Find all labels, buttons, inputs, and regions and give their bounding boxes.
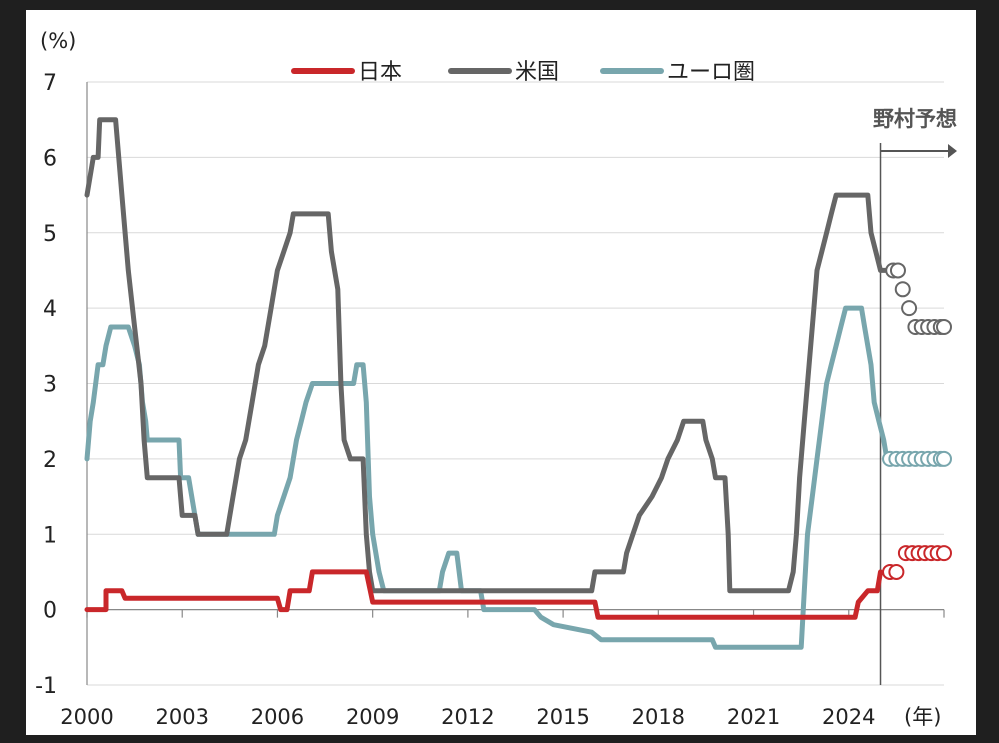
forecast-point [894,281,911,298]
y-tick-labels: -1 0 1 2 3 4 5 6 7 [35,71,57,699]
forecast-point [936,318,952,335]
y-tick-label: 4 [43,297,57,322]
y-tick-label: 5 [43,222,57,247]
forecast-point [889,262,906,279]
x-tick-label: 2003 [155,705,208,729]
legend: 日本 米国 ユーロ圏 [291,60,755,85]
y-tick-label: 3 [43,373,57,398]
y-tick-label: -1 [35,674,57,699]
legend-label: ユーロ圏 [667,60,755,85]
series-line [84,117,893,594]
x-tick-label: 2015 [536,705,589,729]
forecast-point [901,300,918,317]
y-tick-label: 7 [43,71,57,96]
x-tick-label: 2000 [60,705,113,729]
x-tick-labels: 2000 2003 2006 2009 2012 2015 2018 2021 2024 [60,705,875,729]
forecast-label: 野村予想 [873,107,957,131]
forecast-points [882,262,952,580]
y-tick-label: 0 [43,599,57,624]
forecast-point [936,545,952,562]
forecast-marker: 野村予想 [873,107,957,685]
forecast-point [888,563,905,580]
forecast-point [936,450,952,467]
y-tick-label: 1 [43,523,57,548]
x-tick-label: 2006 [251,705,304,729]
x-axis-label: (年) [904,705,941,729]
forecast-arrow-head [948,144,957,158]
y-tick-label: 2 [43,448,57,473]
legend-label: 日本 [358,60,402,85]
x-tick-label: 2018 [632,705,685,729]
y-tick-label: 6 [43,146,57,171]
series-line [84,305,890,650]
y-axis-label: (%) [40,29,76,53]
x-tick-label: 2021 [727,705,780,729]
x-tick-label: 2009 [346,705,399,729]
chart-frame: -1 0 1 2 3 4 5 6 7 2000 2003 2006 2009 2012 2015 2018 2… [26,10,976,735]
grid-lines [87,81,944,686]
series-lines [84,117,893,650]
x-tick-label: 2012 [441,705,494,729]
x-tick-label: 2024 [822,705,875,729]
series-line [84,569,883,620]
legend-label: 米国 [515,60,559,85]
